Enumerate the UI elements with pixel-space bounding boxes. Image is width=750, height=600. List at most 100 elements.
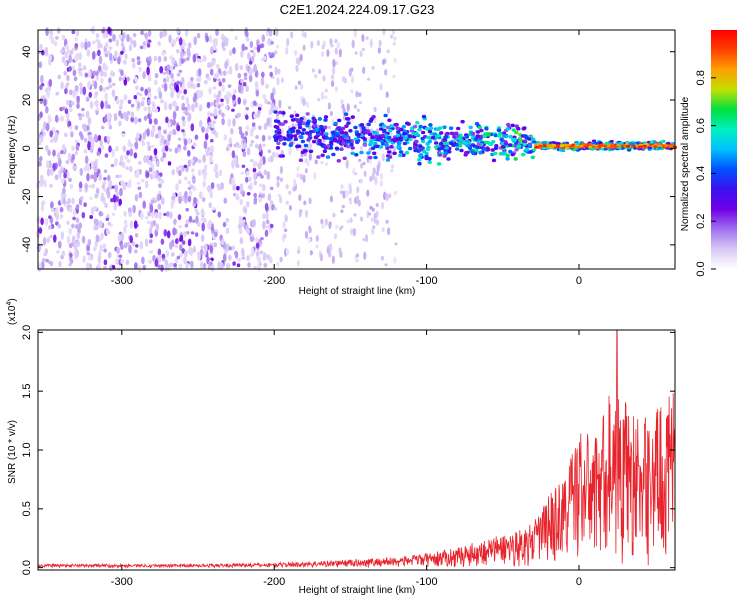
heatmap-cell xyxy=(369,38,373,48)
heatmap-cell xyxy=(353,213,357,217)
heatmap-cell xyxy=(172,128,176,135)
heatmap-cell xyxy=(182,130,186,138)
heatmap-cell xyxy=(252,167,257,173)
heatmap-cell xyxy=(439,131,444,135)
snr-series-line xyxy=(37,329,676,569)
heatmap-cell xyxy=(369,138,374,143)
heatmap-cell xyxy=(375,202,379,208)
heatmap-cell xyxy=(210,122,215,129)
heatmap-cell xyxy=(61,250,66,257)
heatmap-cell xyxy=(171,169,175,176)
heatmap-cell xyxy=(340,209,344,213)
heatmap-cell xyxy=(179,234,184,242)
heatmap-cell xyxy=(221,112,225,118)
heatmap-cell xyxy=(334,86,338,92)
heatmap-cell xyxy=(147,29,152,37)
heatmap-cell xyxy=(443,151,449,156)
heatmap-cell xyxy=(107,251,112,259)
heatmap-cell xyxy=(130,103,135,108)
heatmap-cell xyxy=(329,140,334,145)
heatmap-cell xyxy=(267,193,272,202)
heatmap-cell xyxy=(39,180,44,188)
heatmap-cell xyxy=(313,171,317,181)
heatmap-cell xyxy=(308,141,312,151)
heatmap-cell xyxy=(325,155,331,159)
heatmap-cell xyxy=(379,172,384,180)
heatmap-cell xyxy=(38,137,42,143)
heatmap-cell xyxy=(172,227,176,236)
heatmap-cell xyxy=(452,135,457,139)
heatmap-cell xyxy=(76,95,80,101)
heatmap-cell xyxy=(48,260,52,265)
heatmap-cell xyxy=(190,231,195,235)
heatmap-cell xyxy=(344,124,349,128)
heatmap-cell xyxy=(398,153,403,158)
heatmap-cell xyxy=(117,56,121,65)
heatmap-cell xyxy=(383,191,387,201)
heatmap-cell xyxy=(108,46,113,50)
heatmap-cell xyxy=(44,46,49,55)
heatmap-cell xyxy=(181,102,186,108)
heatmap-cell xyxy=(192,219,196,223)
heatmap-cell xyxy=(178,165,183,169)
heatmap-cell xyxy=(260,174,264,179)
heatmap-cell xyxy=(559,144,565,148)
heatmap-cell xyxy=(238,228,243,235)
heatmap-cell xyxy=(59,214,64,219)
heatmap-cell xyxy=(162,152,167,159)
heatmap-cell xyxy=(309,250,313,256)
heatmap-cell xyxy=(485,140,490,145)
heatmap-cell xyxy=(217,261,221,270)
heatmap-cell xyxy=(66,75,70,82)
heatmap-cell xyxy=(178,196,182,204)
heatmap-cell xyxy=(357,199,361,207)
heatmap-cell xyxy=(198,104,203,112)
heatmap-cell xyxy=(521,152,526,157)
heatmap-cell xyxy=(231,245,235,251)
heatmap-cell xyxy=(493,133,498,138)
heatmap-cell xyxy=(106,50,111,55)
heatmap-cell xyxy=(136,56,141,61)
heatmap-cell xyxy=(378,127,384,131)
heatmap-cell xyxy=(129,235,133,244)
heatmap-cell xyxy=(231,159,235,169)
heatmap-cell xyxy=(339,190,344,195)
heatmap-cell xyxy=(302,121,307,126)
heatmap-cell xyxy=(49,130,53,138)
heatmap-cell xyxy=(104,100,109,109)
heatmap-cell xyxy=(359,150,364,155)
heatmap-cell xyxy=(42,200,46,205)
heatmap-cell xyxy=(256,112,260,118)
heatmap-cell xyxy=(316,40,320,47)
heatmap-cell xyxy=(37,141,42,145)
heatmap-cell xyxy=(71,223,75,229)
heatmap-cell xyxy=(338,247,342,254)
heatmap-cell xyxy=(231,177,235,187)
heatmap-cell xyxy=(429,126,434,131)
heatmap-cell xyxy=(239,64,244,71)
heatmap-cell xyxy=(187,137,192,145)
heatmap-cell xyxy=(564,146,570,150)
heatmap-cell xyxy=(147,211,151,217)
heatmap-cell xyxy=(475,130,481,134)
heatmap-cell xyxy=(87,238,92,246)
heatmap-cell xyxy=(314,73,318,79)
heatmap-cell xyxy=(157,254,162,264)
heatmap-cell xyxy=(118,254,123,259)
heatmap-cell xyxy=(124,154,128,160)
heatmap-cell xyxy=(382,28,386,36)
heatmap-cell xyxy=(272,151,276,158)
heatmap-cell xyxy=(249,253,253,257)
heatmap-cell xyxy=(87,116,92,126)
snr-x-ticks: -300 -200 -100 0 xyxy=(111,330,582,588)
y-tick-label: 2.0 xyxy=(21,325,33,340)
heatmap-cell xyxy=(255,242,260,249)
heatmap-cell xyxy=(424,127,430,131)
heatmap-cell xyxy=(384,263,388,267)
spectrogram-frame xyxy=(37,29,676,270)
heatmap-cell xyxy=(42,257,46,263)
heatmap-cell xyxy=(152,157,156,162)
heatmap-cell xyxy=(358,92,362,97)
heatmap-cell xyxy=(348,68,352,77)
heatmap-cell xyxy=(208,219,212,229)
